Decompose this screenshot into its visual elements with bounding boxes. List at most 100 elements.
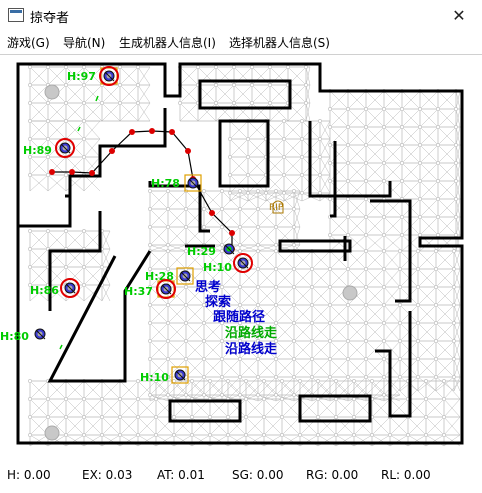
wall-segment bbox=[198, 79, 292, 110]
goal-label: 跟随路径 bbox=[213, 309, 265, 325]
bot-weapon-icon bbox=[35, 329, 46, 340]
wall-segment bbox=[168, 399, 242, 423]
bot-weapon-icon bbox=[238, 258, 249, 269]
target-box bbox=[184, 174, 202, 192]
stat-at: AT: 0.01 bbox=[157, 468, 205, 482]
bot-weapon-icon bbox=[65, 283, 76, 294]
map-items: RIP bbox=[44, 84, 358, 441]
tick-mark bbox=[77, 126, 81, 132]
goal-label: 沿路线走 bbox=[225, 325, 278, 341]
path-node bbox=[185, 148, 191, 154]
bot-10[interactable]: H:10 bbox=[140, 366, 189, 384]
bot-weapon-icon bbox=[175, 370, 186, 381]
graph-region bbox=[398, 249, 461, 392]
bot-4[interactable]: H:29 bbox=[187, 243, 235, 258]
health-pack-icon bbox=[342, 285, 358, 301]
path-node bbox=[129, 129, 135, 135]
path-node bbox=[209, 210, 215, 216]
menu-bot-info[interactable]: 生成机器人信息(I) bbox=[119, 36, 216, 50]
target-box bbox=[176, 267, 194, 285]
stat-ex: EX: 0.03 bbox=[82, 468, 133, 482]
threat-ring bbox=[156, 279, 176, 299]
bot-health-label: H:10 bbox=[140, 371, 169, 384]
menu-bar: 游戏(G) 导航(N) 生成机器人信息(I) 选择机器人信息(S) bbox=[0, 31, 482, 53]
threat-ring bbox=[233, 253, 253, 273]
wall-segment bbox=[330, 141, 337, 218]
bots-layer: H:97H:89H:78H:29H:10H:28H:37H:86H:80H:10 bbox=[0, 66, 253, 384]
tick-mark bbox=[95, 95, 99, 102]
wall-segment bbox=[18, 108, 167, 228]
bot-weapon-icon bbox=[180, 271, 191, 282]
threat-ring bbox=[99, 66, 119, 86]
wall-segment bbox=[47, 250, 152, 383]
bot-health-label: H:80 bbox=[0, 330, 29, 343]
status-bar: H: 0.00 EX: 0.03 AT: 0.01 SG: 0.00 RG: 0… bbox=[0, 460, 482, 493]
bot-2[interactable]: H:89 bbox=[23, 138, 75, 158]
path-node bbox=[109, 148, 115, 154]
menu-navigation[interactable]: 导航(N) bbox=[63, 36, 106, 50]
graph-region bbox=[328, 89, 461, 252]
bot-health-label: H:89 bbox=[23, 144, 52, 157]
menu-game[interactable]: 游戏(G) bbox=[7, 36, 50, 50]
walls bbox=[16, 62, 464, 445]
path-node bbox=[89, 170, 95, 176]
stat-sg: SG: 0.00 bbox=[232, 468, 284, 482]
wall-segment bbox=[148, 181, 210, 233]
bot-health-label: H:97 bbox=[67, 70, 96, 83]
navigation-graph bbox=[28, 65, 461, 447]
grave-icon: RIP bbox=[269, 200, 284, 214]
tick-mark bbox=[59, 344, 63, 350]
bot-8[interactable]: H:86 bbox=[30, 278, 80, 298]
title-bar: 掠夺者 ✕ bbox=[0, 0, 482, 32]
bot-3[interactable]: H:78 bbox=[151, 174, 202, 192]
menu-select-info[interactable]: 选择机器人信息(S) bbox=[229, 36, 330, 50]
graph-region bbox=[148, 189, 301, 252]
wall-segment bbox=[308, 121, 392, 198]
game-canvas[interactable]: RIP H:97 H:89 H:78 H:29 H:10 H:28 H:37 H:86 H:80… bbox=[0, 54, 482, 461]
bot-1[interactable]: H:97 bbox=[67, 66, 119, 86]
graph-region bbox=[228, 119, 331, 202]
stat-h: H: 0.00 bbox=[7, 468, 51, 482]
threat-ring bbox=[60, 278, 80, 298]
bot-weapon-icon bbox=[104, 71, 115, 82]
threat-ring bbox=[55, 138, 75, 158]
target-box bbox=[171, 366, 189, 384]
bot-health-label: H:37 bbox=[124, 285, 153, 298]
wall-segment bbox=[375, 311, 412, 418]
bot-5[interactable]: H:10 bbox=[203, 253, 253, 274]
app-icon bbox=[8, 8, 24, 22]
goal-label: 沿路线走 bbox=[225, 341, 278, 357]
bot-health-label: H:86 bbox=[30, 284, 59, 297]
wall-segment bbox=[298, 394, 372, 423]
health-pack-icon bbox=[44, 425, 60, 441]
bot-weapon-icon bbox=[188, 178, 199, 189]
bot-9[interactable]: H:80 bbox=[0, 328, 46, 343]
map-view[interactable]: RIP H:97H:89H:78H:29H:10H:28H:37H:86H:80… bbox=[0, 55, 482, 461]
grave-label: RIP bbox=[269, 203, 284, 213]
bot-weapon-icon bbox=[60, 143, 71, 154]
health-pack-icon bbox=[44, 84, 60, 100]
bot-7[interactable]: H:37 bbox=[124, 279, 176, 299]
bot-weapon-icon bbox=[161, 284, 172, 295]
close-button[interactable]: ✕ bbox=[436, 0, 482, 31]
path-node bbox=[149, 128, 155, 134]
bot-path bbox=[49, 128, 235, 252]
wall-segment bbox=[218, 119, 270, 188]
wall-segment bbox=[370, 199, 412, 303]
stat-rl: RL: 0.00 bbox=[381, 468, 431, 482]
stat-rg: RG: 0.00 bbox=[306, 468, 359, 482]
path-node bbox=[169, 129, 175, 135]
bot-health-label: H:10 bbox=[203, 261, 232, 274]
bot-health-label: H:78 bbox=[151, 177, 180, 190]
window-title: 掠夺者 bbox=[30, 11, 70, 26]
goal-label: 思考 bbox=[195, 279, 221, 295]
path-node bbox=[49, 169, 55, 175]
wall-segment bbox=[278, 239, 352, 253]
bot-weapon-icon bbox=[224, 244, 235, 255]
path-node bbox=[69, 169, 75, 175]
bot-health-label: H:29 bbox=[187, 245, 216, 258]
goal-label: 探索 bbox=[205, 294, 231, 310]
wall-segment bbox=[48, 211, 102, 311]
path-line bbox=[52, 130, 233, 249]
